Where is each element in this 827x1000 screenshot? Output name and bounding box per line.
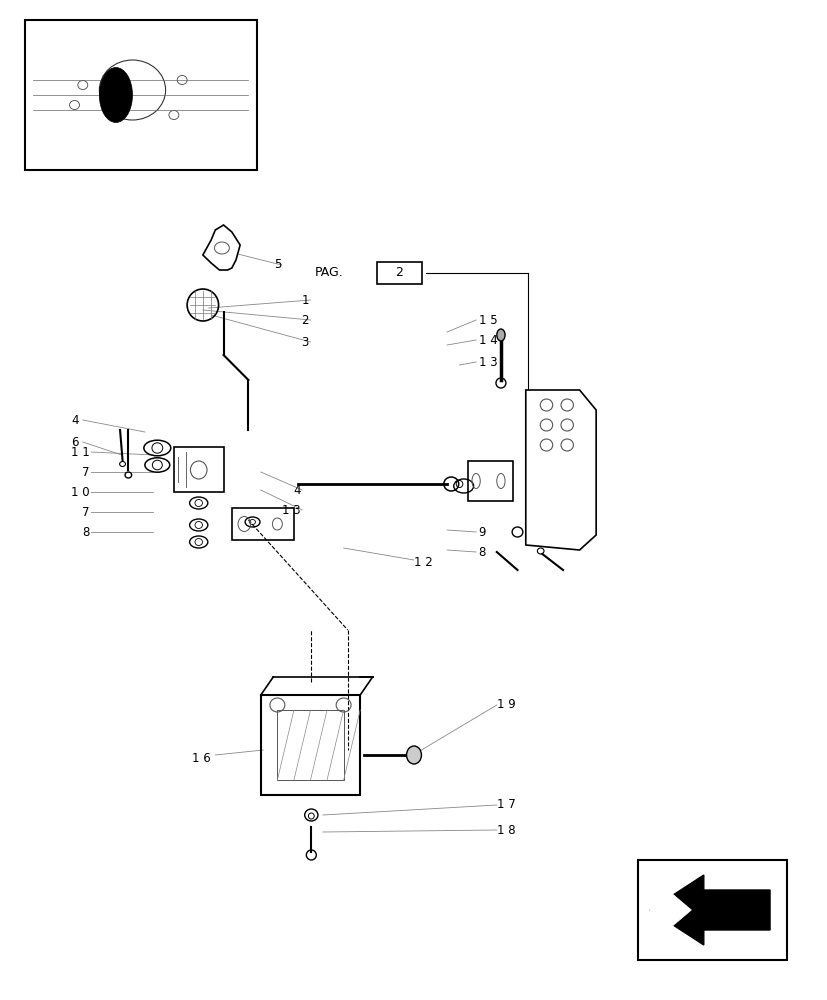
Text: 1 3: 1 3 [478,356,496,368]
Text: 7: 7 [82,506,89,518]
Text: 1 7: 1 7 [496,798,515,812]
Text: 2: 2 [301,314,308,326]
Text: PAG.: PAG. [314,266,343,279]
Text: 8: 8 [478,546,485,558]
Text: 1 0: 1 0 [71,486,89,498]
Text: 2: 2 [394,266,403,279]
Polygon shape [203,225,240,270]
Ellipse shape [99,68,132,123]
Text: 1: 1 [301,294,308,306]
Text: 1 1: 1 1 [70,446,89,458]
Text: 1 9: 1 9 [496,698,515,712]
Polygon shape [649,875,691,945]
Ellipse shape [406,746,421,764]
Text: 5: 5 [274,258,281,271]
Bar [467,461,513,501]
Text: 1 2: 1 2 [414,556,433,568]
Text: 8: 8 [82,526,89,538]
Bar [174,447,223,492]
Polygon shape [649,875,769,945]
Text: 1 3: 1 3 [282,504,300,516]
Text: 7: 7 [82,466,89,479]
Bar [637,860,786,960]
Polygon shape [525,390,595,550]
Bar [376,262,422,284]
Bar [232,508,294,540]
Text: 1 4: 1 4 [478,334,497,347]
Bar [277,710,343,780]
Bar [261,695,360,795]
Text: 3: 3 [301,336,308,349]
Text: 1 8: 1 8 [496,824,514,836]
Text: 6: 6 [71,436,79,448]
Text: 9: 9 [478,526,485,538]
Bar [25,20,256,170]
Ellipse shape [496,329,504,341]
Text: 4: 4 [293,484,300,496]
Text: 1 6: 1 6 [192,752,211,764]
Text: 1 5: 1 5 [478,314,496,326]
Text: 4: 4 [71,414,79,426]
